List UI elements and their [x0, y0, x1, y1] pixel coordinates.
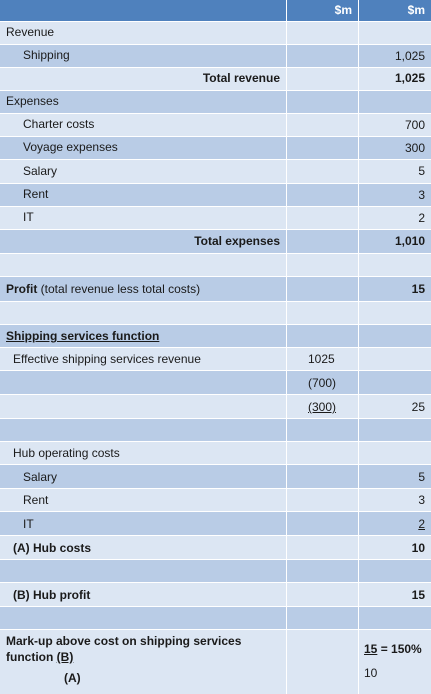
expense-item-value: 700	[404, 118, 425, 132]
markup-label-line2-prefix: function	[6, 650, 57, 664]
hub-item-value: 2	[418, 517, 425, 531]
table-row: Profit (total revenue less total costs) …	[0, 277, 431, 302]
less-charter-value: (700)	[308, 376, 337, 390]
markup-label-a: (A)	[64, 671, 81, 685]
hub-profit-label: (B) Hub profit	[13, 588, 91, 602]
table-row: Shipping services function	[0, 325, 431, 348]
header-col2: $m	[287, 0, 359, 22]
table-row: Shipping 1,025	[0, 45, 431, 68]
profit-value: 15	[411, 282, 425, 296]
table-row: Total revenue 1,025	[0, 68, 431, 91]
table-row: Charter costs 700	[0, 114, 431, 137]
total-revenue-value: 1,025	[394, 71, 425, 85]
header-row: $m $m	[0, 0, 431, 22]
markup-formula: 15 = 150%	[364, 642, 422, 656]
expense-item-value: 300	[404, 141, 425, 155]
profit-label-rest: (total revenue less total costs)	[37, 282, 201, 296]
expense-item-value: 5	[418, 164, 425, 178]
table-row: Effective shipping services revenue 1025	[0, 348, 431, 371]
markup-denominator: 10	[364, 666, 378, 680]
total-revenue-label: Total revenue	[202, 71, 280, 85]
table-row: Salary 5	[0, 160, 431, 184]
total-expenses-value: 1,010	[394, 234, 425, 248]
expense-item-value: 3	[418, 188, 425, 202]
shipping-services-result: 25	[411, 400, 425, 414]
hub-costs-value: 10	[411, 541, 425, 555]
spacer-row	[0, 560, 431, 583]
hub-costs-label: (A) Hub costs	[13, 541, 91, 555]
header-col2-label: $m	[334, 3, 352, 17]
hub-item-value: 3	[418, 493, 425, 507]
expense-item-value: 2	[418, 211, 425, 225]
table-row: (700)	[0, 371, 431, 395]
spacer-row	[0, 419, 431, 442]
hub-item-label: Rent	[23, 493, 49, 507]
markup-numerator: 15	[364, 642, 378, 656]
table-row: IT 2	[0, 207, 431, 230]
expense-item-label: Voyage expenses	[23, 140, 118, 154]
expense-item-label: IT	[23, 210, 34, 224]
spacer-row	[0, 254, 431, 277]
spacer-row	[0, 607, 431, 630]
profit-label: Profit (total revenue less total costs)	[6, 282, 200, 296]
shipping-services-heading: Shipping services function	[6, 329, 160, 343]
expense-item-label: Rent	[23, 187, 49, 201]
spacer-row	[0, 302, 431, 325]
markup-result: = 150%	[377, 642, 422, 656]
table-row: Rent 3	[0, 489, 431, 512]
effective-revenue-label: Effective shipping services revenue	[13, 352, 201, 366]
table-row: (A) Hub costs 10	[0, 536, 431, 560]
expenses-label: Expenses	[6, 94, 59, 108]
table-row: Total expenses 1,010	[0, 230, 431, 254]
table-row: Salary 5	[0, 465, 431, 489]
table-row: (300) 25	[0, 395, 431, 419]
expense-item-label: Charter costs	[23, 117, 95, 131]
shipping-value: 1,025	[394, 49, 425, 63]
header-col1	[0, 0, 287, 22]
table-row: Rent 3	[0, 184, 431, 207]
effective-revenue-value: 1025	[308, 352, 335, 366]
hub-costs-heading: Hub operating costs	[13, 446, 120, 460]
expense-item-label: Salary	[23, 164, 58, 178]
table-row: Voyage expenses 300	[0, 137, 431, 160]
profit-label-bold: Profit	[6, 282, 38, 296]
header-col3: $m	[359, 0, 431, 22]
table-row: IT 2	[0, 512, 431, 536]
hub-item-label: IT	[23, 517, 34, 531]
hub-profit-value: 15	[411, 588, 425, 602]
shipping-label: Shipping	[23, 48, 70, 62]
header-col3-label: $m	[407, 3, 425, 17]
table-row: Revenue	[0, 22, 431, 45]
table-row: Expenses	[0, 91, 431, 114]
table-row: Hub operating costs	[0, 442, 431, 465]
hub-item-value: 5	[418, 470, 425, 484]
revenue-label: Revenue	[6, 25, 55, 39]
less-voyage-value: (300)	[308, 400, 337, 414]
markup-label-b: (B)	[56, 650, 74, 664]
markup-label-line2: function (B)	[6, 650, 73, 664]
markup-label-line1: Mark-up above cost on shipping services	[6, 634, 242, 648]
hub-item-label: Salary	[23, 470, 58, 484]
table-row: (B) Hub profit 15	[0, 583, 431, 607]
total-expenses-label: Total expenses	[194, 234, 280, 248]
table-row: Mark-up above cost on shipping services …	[0, 630, 431, 694]
